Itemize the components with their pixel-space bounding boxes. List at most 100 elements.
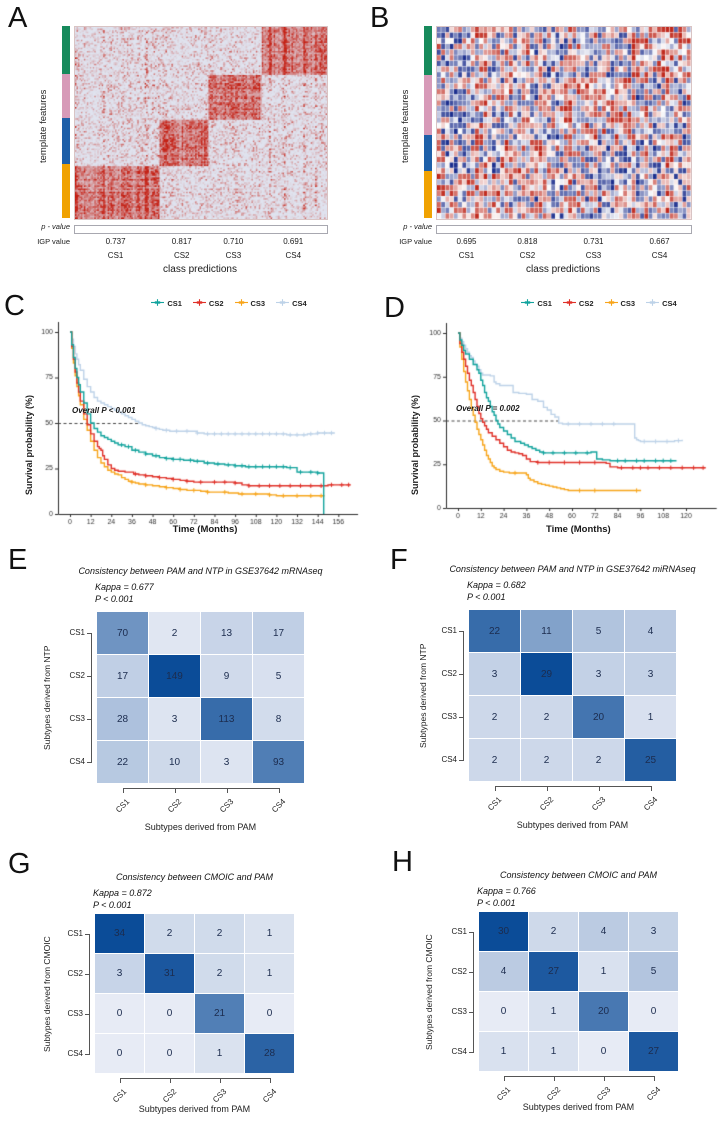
panel-A: A template features p - value IGP value … — [0, 0, 362, 290]
panel-H: H Consistency between CMOIC and PAM Kapp… — [362, 840, 724, 1128]
row-tick — [87, 719, 92, 720]
overall-p-annotation: Overall P = 0.002 — [456, 404, 520, 413]
panel-E: E Consistency between PAM and NTP in GSE… — [0, 540, 362, 840]
matrix-cell-CS4-CS4: 25 — [625, 739, 676, 781]
matrix-cell-CS3-CS4: 0 — [629, 992, 678, 1031]
matrix-cell-CS2-CS4: 3 — [625, 653, 676, 695]
col-axis-line — [119, 1078, 270, 1079]
row-group-CS1 — [62, 164, 70, 218]
confusion-matrix: 34 2 2 1 3 31 2 1 0 0 21 0 0 0 1 28 — [95, 914, 294, 1073]
matrix-row-label-CS2: CS2 — [67, 968, 83, 978]
matrix-cell-CS4-CS3: 1 — [195, 1034, 244, 1073]
confusion-matrix: 70 2 13 17 17 149 9 5 28 3 113 8 22 10 3 93 — [97, 612, 304, 783]
row-axis-line — [89, 933, 90, 1054]
row-tick — [459, 674, 464, 675]
p-value-text: P < 0.001 — [95, 594, 134, 604]
row-group-CS1 — [424, 170, 432, 218]
legend-marker-icon — [604, 298, 618, 309]
matrix-x-axis-label: Subtypes derived from PAM — [144, 822, 257, 832]
matrix-cell-CS3-CS4: 8 — [253, 698, 304, 740]
col-tick — [503, 1076, 505, 1081]
heatmap-x-axis-label: class predictions — [526, 264, 600, 275]
class-label-CS3: CS3 — [225, 251, 242, 260]
panel-G: G Consistency between CMOIC and PAM Kapp… — [0, 840, 362, 1128]
matrix-col-label-CS3: CS3 — [589, 795, 607, 813]
row-axis-line — [91, 633, 92, 762]
matrix-cell-CS1-CS4: 1 — [245, 914, 294, 953]
matrix-cell-CS4-CS1: 22 — [97, 741, 148, 783]
matrix-cell-CS2-CS1: 3 — [95, 954, 144, 993]
heatmap-y-axis-label: template features — [38, 89, 49, 163]
matrix-row-label-CS1: CS1 — [69, 628, 85, 637]
col-tick — [122, 788, 124, 793]
legend-marker-icon — [151, 298, 165, 309]
col-tick — [603, 1076, 605, 1081]
matrix-cell-CS1-CS2: 11 — [521, 610, 572, 652]
col-tick — [494, 786, 496, 791]
matrix-row-label-CS1: CS1 — [451, 926, 467, 936]
matrix-cell-CS4-CS2: 2 — [521, 739, 572, 781]
km-legend: CS1 CS2 CS3 CS4 — [0, 298, 410, 309]
heatmap-x-axis-label: class predictions — [163, 264, 237, 275]
class-label-CS2: CS2 — [173, 251, 190, 260]
row-group-CS4 — [424, 26, 432, 75]
p-value-label: p - value — [403, 222, 432, 231]
legend-marker-icon — [521, 298, 535, 309]
igp-value-CS2: 0.817 — [171, 237, 192, 246]
igp-value-label: IGP value — [399, 237, 432, 246]
matrix-y-axis-label: Subtypes derived from CMOIC — [42, 935, 52, 1052]
matrix-cell-CS3-CS4: 1 — [625, 696, 676, 738]
p-value-text: P < 0.001 — [93, 900, 132, 910]
time-x-axis-label: Time (Months) — [172, 524, 238, 535]
confusion-matrix: 30 2 4 3 4 27 1 5 0 1 20 0 1 1 0 27 — [479, 912, 678, 1071]
p-value-label: p - value — [41, 222, 70, 231]
legend-label: CS3 — [620, 299, 636, 308]
matrix-col-label-CS1: CS1 — [113, 797, 131, 815]
col-tick — [598, 786, 600, 791]
matrix-cell-CS2-CS2: 29 — [521, 653, 572, 695]
col-axis-line — [122, 788, 279, 789]
igp-value-CS3: 0.710 — [223, 237, 244, 246]
kappa-value: Kappa = 0.872 — [93, 888, 152, 898]
matrix-cell-CS4-CS4: 93 — [253, 741, 304, 783]
col-tick — [546, 786, 548, 791]
igp-value-CS4: 0.691 — [283, 237, 304, 246]
matrix-cell-CS2-CS2: 31 — [145, 954, 194, 993]
matrix-cell-CS2-CS4: 5 — [253, 655, 304, 697]
row-group-CS3 — [424, 74, 432, 136]
row-tick — [87, 676, 92, 677]
matrix-row-label-CS4: CS4 — [67, 1048, 83, 1058]
matrix-cell-CS4-CS2: 10 — [149, 741, 200, 783]
overall-p-annotation: Overall P < 0.001 — [72, 406, 136, 415]
row-tick — [469, 1011, 474, 1013]
matrix-y-axis-label: Subtypes derived from CMOIC — [424, 933, 434, 1050]
col-tick — [119, 1078, 121, 1083]
matrix-y-axis-label: Subtypes derived from NTP — [42, 645, 52, 750]
legend-item-CS1: CS1 — [151, 298, 182, 309]
matrix-cell-CS1-CS1: 34 — [95, 914, 144, 953]
legend-marker-icon — [646, 298, 660, 309]
igp-value-CS3: 0.731 — [583, 237, 604, 246]
legend-marker-icon — [234, 298, 248, 309]
legend-marker-icon — [192, 298, 206, 309]
panel-C: C CS1 CS2 CS3 CS4 Survival probability (%) … — [0, 290, 362, 540]
class-label-CS2: CS2 — [519, 251, 536, 260]
matrix-row-label-CS1: CS1 — [441, 626, 457, 635]
igp-value-CS2: 0.818 — [517, 237, 538, 246]
time-x-axis-label: Time (Months) — [545, 524, 611, 535]
igp-value-CS1: 0.695 — [456, 237, 477, 246]
survival-y-axis-label: Survival probability (%) — [410, 394, 420, 496]
matrix-cell-CS4-CS3: 3 — [201, 741, 252, 783]
panel-B: B template features p - value IGP value … — [362, 0, 724, 290]
matrix-cell-CS1-CS4: 4 — [625, 610, 676, 652]
matrix-cell-CS3-CS4: 0 — [245, 994, 294, 1033]
row-tick — [85, 1013, 90, 1015]
matrix-cell-CS4-CS1: 2 — [469, 739, 520, 781]
matrix-cell-CS3-CS3: 20 — [579, 992, 628, 1031]
col-tick — [553, 1076, 555, 1081]
panel-letter-D: D — [384, 292, 405, 324]
matrix-x-axis-label: Subtypes derived from PAM — [138, 1104, 251, 1114]
row-group-colorbar — [424, 26, 432, 218]
legend-item-CS2: CS2 — [192, 298, 224, 309]
